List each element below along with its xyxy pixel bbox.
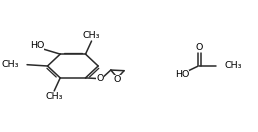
Text: CH₃: CH₃ xyxy=(1,60,19,69)
Text: HO: HO xyxy=(175,70,189,79)
Text: O: O xyxy=(196,43,203,53)
Text: HO: HO xyxy=(30,41,44,50)
Text: CH₃: CH₃ xyxy=(45,92,63,101)
Text: CH₃: CH₃ xyxy=(83,31,100,40)
Text: O: O xyxy=(96,74,104,83)
Text: O: O xyxy=(114,75,121,84)
Text: CH₃: CH₃ xyxy=(224,61,241,70)
